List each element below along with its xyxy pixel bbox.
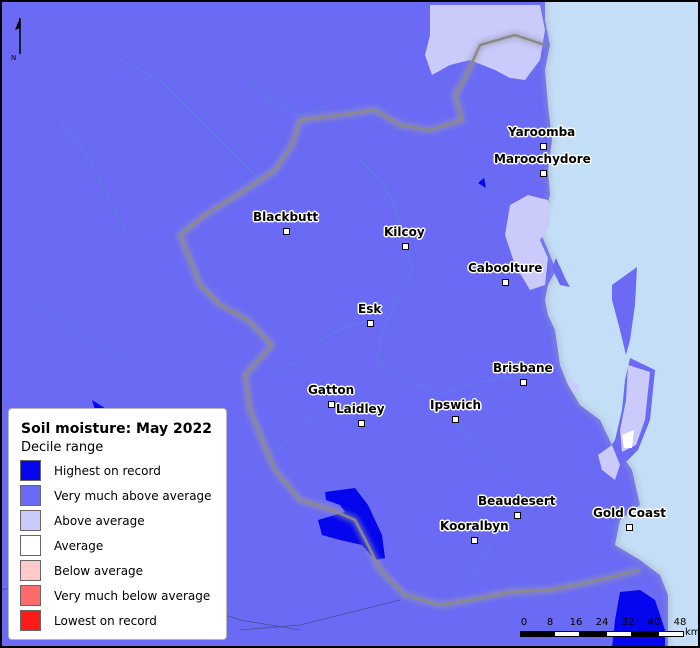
town-marker xyxy=(452,416,459,423)
legend-swatch xyxy=(20,510,41,531)
town-label: Gold Coast xyxy=(593,506,667,520)
legend-swatch xyxy=(20,585,41,606)
north-arrow-icon xyxy=(15,18,21,54)
highest-patch-small xyxy=(478,178,486,188)
legend-item-label: Lowest on record xyxy=(54,614,157,628)
town-marker xyxy=(367,320,374,327)
town-label: Maroochydore xyxy=(494,152,591,166)
average-patch xyxy=(622,430,634,448)
legend-swatch xyxy=(20,485,41,506)
town-marker xyxy=(520,379,527,386)
legend-swatch xyxy=(20,610,41,631)
scale-tick-label: 24 xyxy=(595,617,609,628)
town-label: Kooralbyn xyxy=(440,519,509,533)
above-average-stradbroke xyxy=(620,365,650,452)
town-label: Gatton xyxy=(308,383,355,397)
scale-tick-label: 8 xyxy=(546,617,554,628)
above-average-sunshine-coast xyxy=(505,195,550,290)
scale-tick-label: 16 xyxy=(569,617,583,628)
legend-subtitle: Decile range xyxy=(21,440,104,455)
scale-segment xyxy=(632,631,658,637)
town-marker xyxy=(540,170,547,177)
town-label: Yaroomba xyxy=(508,125,576,139)
above-average-bay xyxy=(565,378,580,395)
town-marker xyxy=(358,420,365,427)
region-boundary xyxy=(178,33,641,607)
town-marker xyxy=(402,243,409,250)
town-label: Blackbutt xyxy=(253,210,319,224)
town-marker xyxy=(328,401,335,408)
legend-swatch xyxy=(20,535,41,556)
scale-segment xyxy=(606,631,632,637)
legend-item-label: Very much below average xyxy=(54,589,211,603)
scale-tick-label: 32 xyxy=(621,617,635,628)
scale-unit: km xyxy=(685,627,700,638)
above-average-coast-south xyxy=(598,445,620,480)
scale-segment xyxy=(658,631,684,637)
scale-segment xyxy=(520,631,554,637)
scale-bar: 0 8 16 24 32 40 48 km xyxy=(516,617,700,647)
coast-shadow xyxy=(537,0,670,648)
town-marker xyxy=(540,143,547,150)
legend-item-label: Highest on record xyxy=(54,464,161,478)
legend-item-label: Very much above average xyxy=(54,489,212,503)
town-label: Beaudesert xyxy=(478,494,556,508)
legend: Soil moisture: May 2022 Decile range Hig… xyxy=(8,408,227,640)
town-label: Kilcoy xyxy=(384,225,425,239)
scale-tick-label: 0 xyxy=(520,617,528,628)
town-label: Esk xyxy=(358,302,382,316)
town-label: Caboolture xyxy=(468,261,543,275)
town-label: Ipswich xyxy=(430,398,482,412)
legend-item-label: Above average xyxy=(54,514,145,528)
rivers xyxy=(29,59,621,581)
scale-tick-label: 40 xyxy=(647,617,661,628)
legend-swatch xyxy=(20,460,41,481)
legend-item-label: Average xyxy=(54,539,104,553)
town-marker xyxy=(626,524,633,531)
legend-swatch xyxy=(20,560,41,581)
scale-tick-label: 48 xyxy=(673,617,687,628)
town-marker xyxy=(471,537,478,544)
town-label: Laidley xyxy=(336,402,385,416)
moreton-island xyxy=(612,267,637,355)
bribie-island xyxy=(552,258,570,287)
scale-segment xyxy=(580,631,606,637)
legend-title: Soil moisture: May 2022 xyxy=(21,421,212,437)
north-label: N xyxy=(11,54,17,62)
town-label: Brisbane xyxy=(493,361,553,375)
scale-segment xyxy=(554,631,580,637)
north-arrow: N xyxy=(10,16,24,66)
town-marker xyxy=(283,228,290,235)
town-marker xyxy=(502,279,509,286)
legend-item-label: Below average xyxy=(54,564,144,578)
town-marker xyxy=(514,512,521,519)
